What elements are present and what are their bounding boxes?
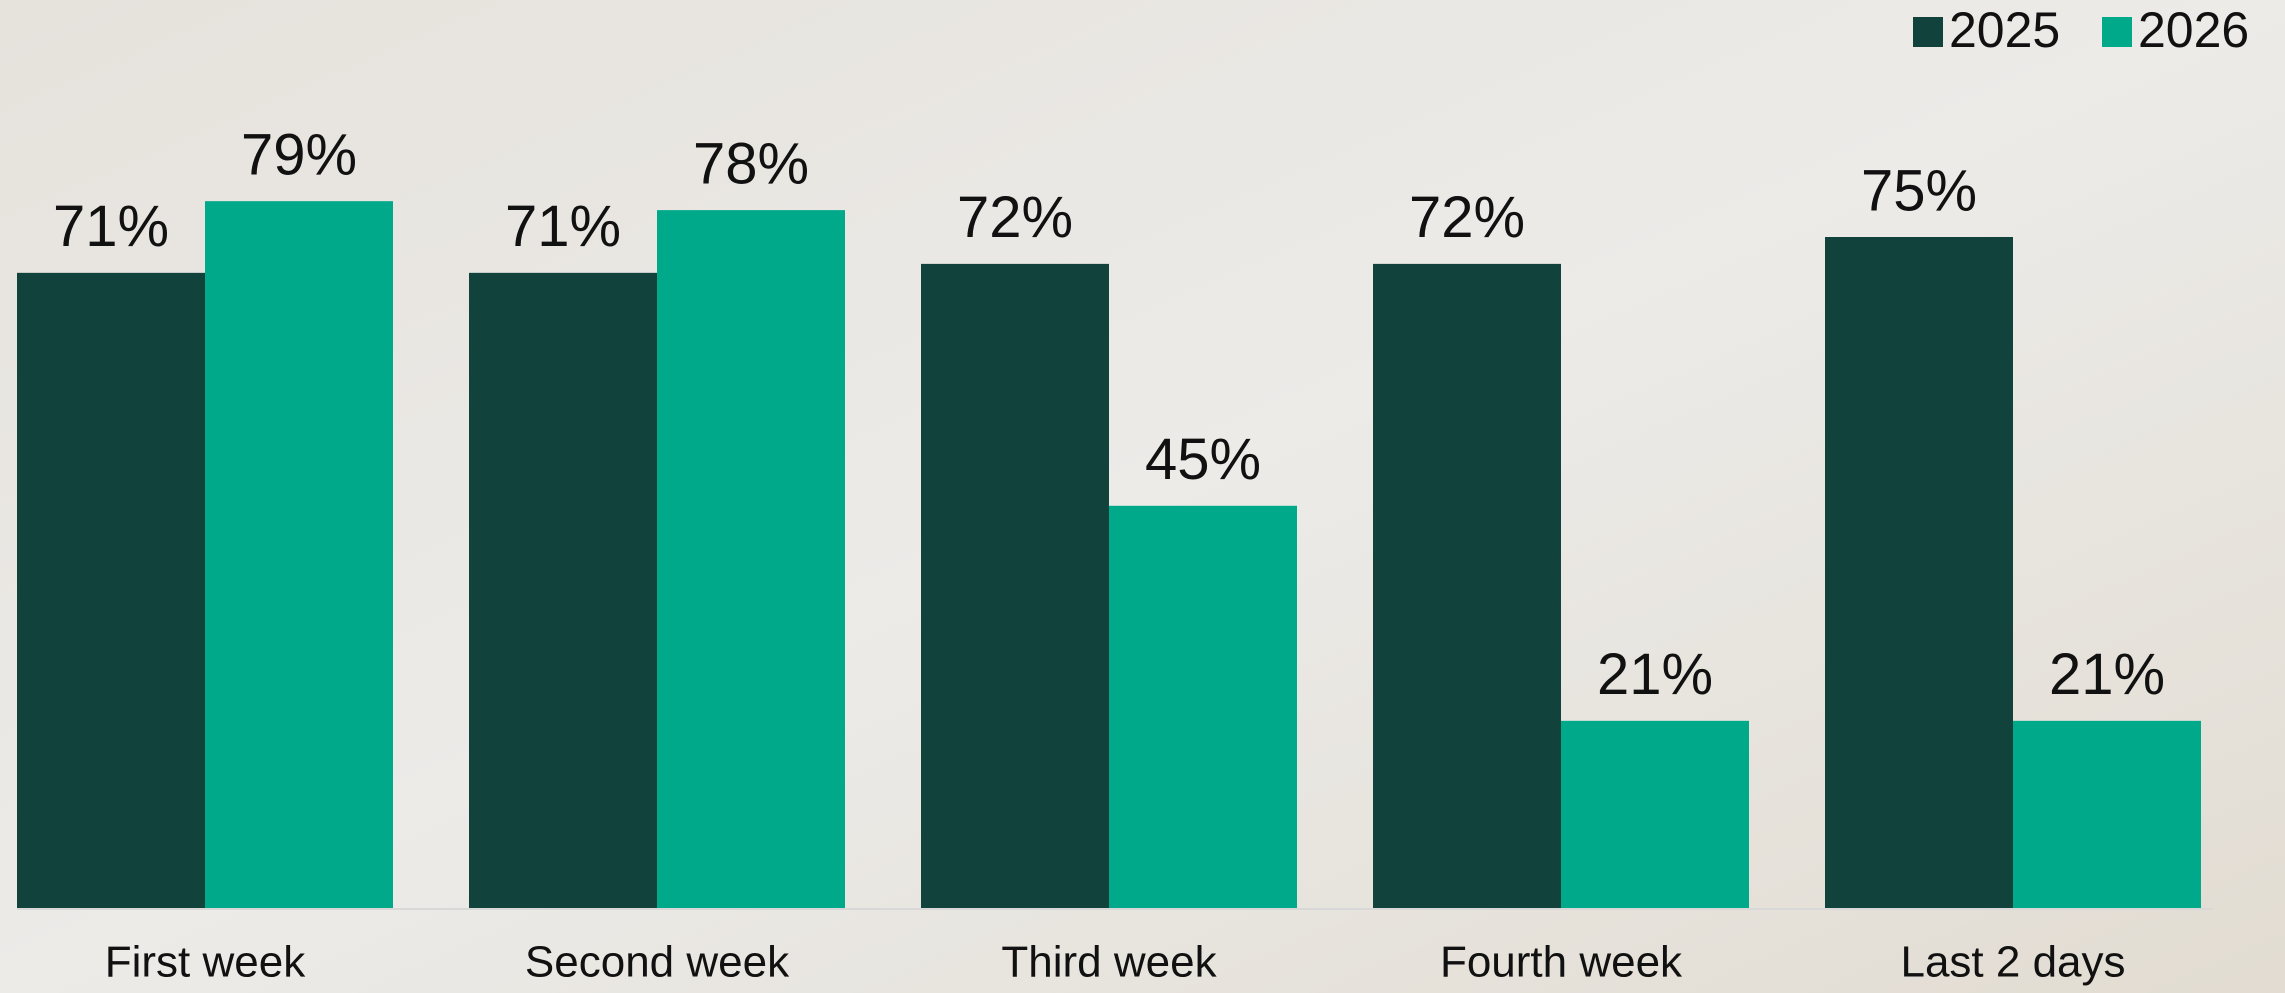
x-tick-label: Second week: [525, 938, 790, 987]
legend-label: 2026: [2138, 2, 2249, 58]
value-label: 21%: [1597, 642, 1713, 707]
bar: [1561, 720, 1749, 909]
bar: [921, 263, 1109, 909]
legend-swatch: [1913, 17, 1943, 47]
bar: [17, 272, 205, 910]
value-label: 79%: [241, 122, 357, 187]
value-label: 71%: [53, 194, 169, 259]
bar: [1825, 237, 2013, 909]
bar: [469, 272, 657, 910]
bar: [205, 201, 393, 909]
value-label: 71%: [505, 194, 621, 259]
bar: [1109, 505, 1297, 909]
bar: [657, 210, 845, 909]
value-label: 21%: [2049, 642, 2165, 707]
legend-label: 2025: [1949, 2, 2060, 58]
x-tick-label: Fourth week: [1440, 938, 1683, 987]
value-label: 45%: [1145, 427, 1261, 492]
value-label: 72%: [957, 185, 1073, 250]
legend-swatch: [2102, 17, 2132, 47]
bar: [2013, 720, 2201, 909]
value-label: 72%: [1409, 185, 1525, 250]
x-tick-label: Last 2 days: [1900, 938, 2125, 987]
value-label: 78%: [693, 131, 809, 196]
value-label: 75%: [1861, 158, 1977, 223]
x-tick-label: Third week: [1001, 938, 1217, 987]
bar: [1373, 263, 1561, 909]
x-tick-label: First week: [105, 938, 306, 987]
